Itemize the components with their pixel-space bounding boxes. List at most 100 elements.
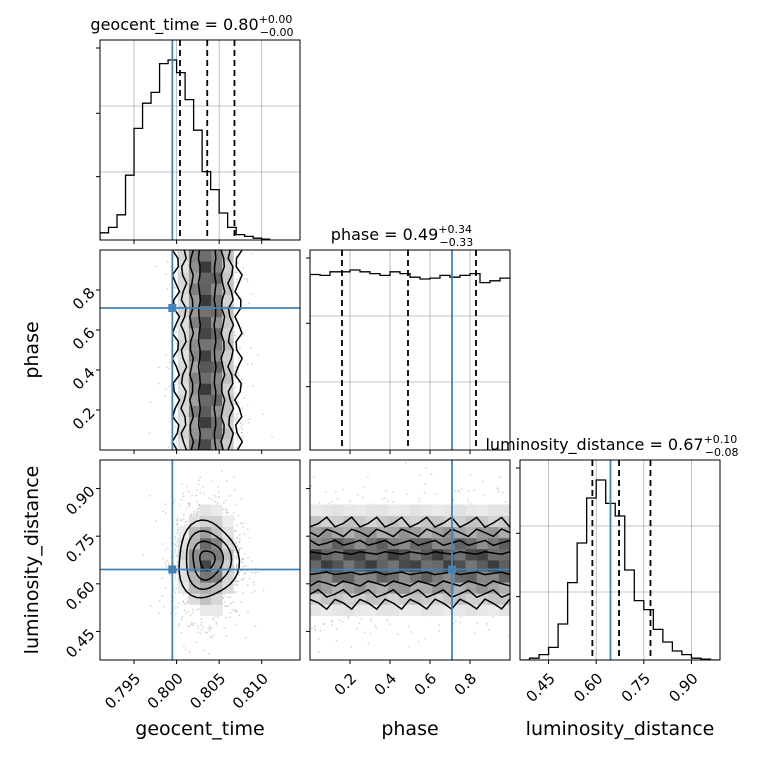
scatter-point <box>184 612 187 615</box>
density-cell <box>211 593 223 605</box>
density-cell <box>211 394 223 406</box>
density-cell <box>211 416 223 429</box>
density-cells <box>177 250 234 450</box>
density-cell <box>200 582 212 594</box>
scatter-point <box>182 518 185 521</box>
density-cell <box>310 515 322 528</box>
density-cell <box>410 560 422 572</box>
title-plus-error: +0.00 <box>259 13 293 26</box>
density-cell <box>410 582 422 594</box>
scatter-point <box>199 476 202 479</box>
density-cell <box>177 316 190 329</box>
scatter-point <box>406 493 408 496</box>
scatter-point <box>244 636 247 639</box>
scatter-point <box>180 498 183 501</box>
scatter-point <box>356 494 359 496</box>
scatter-point <box>217 616 219 618</box>
scatter-point <box>331 623 333 626</box>
density-cell <box>188 416 201 429</box>
density-cell <box>211 582 223 594</box>
contour-line <box>310 528 510 538</box>
density-cell <box>476 560 489 572</box>
density-cell <box>476 604 489 616</box>
scatter-point <box>235 366 237 369</box>
x-tick-label: 0.805 <box>186 670 229 713</box>
truth-marker <box>448 565 456 574</box>
scatter-point <box>242 565 245 568</box>
scatter-point <box>230 602 232 605</box>
density-cell <box>321 515 333 528</box>
density-cell <box>487 571 500 583</box>
scatter-point <box>161 595 163 597</box>
density-cell <box>200 560 212 572</box>
scatter-point <box>323 622 326 625</box>
scatter-point <box>176 531 179 534</box>
scatter-point <box>238 357 240 360</box>
scatter-point <box>224 508 227 511</box>
density-cell <box>200 361 212 373</box>
scatter-point <box>161 577 164 580</box>
density-cell <box>177 250 190 262</box>
scatter-point <box>167 562 170 565</box>
scatter-point <box>254 624 257 627</box>
scatter-point <box>183 609 186 612</box>
scatter-point <box>242 592 245 594</box>
scatter-point <box>386 500 389 503</box>
scatter-point <box>176 317 179 320</box>
histogram-phase <box>310 269 510 450</box>
scatter-point <box>198 479 201 482</box>
scatter-point <box>229 611 232 614</box>
scatter-point <box>330 501 333 503</box>
scatter-point <box>234 419 237 422</box>
scatter-point <box>165 564 167 567</box>
scatter-point <box>243 577 246 579</box>
scatter-point <box>187 597 190 599</box>
scatter-point <box>162 557 165 560</box>
density-cell <box>376 582 389 594</box>
scatter-point <box>165 566 168 569</box>
scatter-point <box>225 509 228 512</box>
scatter-point <box>358 622 361 625</box>
scatter-point <box>235 566 238 568</box>
scatter-point <box>247 302 250 305</box>
scatter-point <box>241 428 243 430</box>
scatter-point <box>165 512 167 514</box>
scatter-point <box>198 510 200 513</box>
scatter-point <box>392 491 395 493</box>
scatter-point <box>235 446 238 449</box>
scatter-point <box>247 556 250 559</box>
scatter-point <box>405 461 407 464</box>
scatter-point <box>430 473 433 475</box>
scatter-point <box>192 512 195 515</box>
scatter-point <box>476 622 479 625</box>
density-cell <box>332 537 344 550</box>
scatter-point <box>192 608 194 611</box>
scatter-point <box>237 381 240 384</box>
scatter-point <box>182 600 184 603</box>
density-cell <box>188 372 201 384</box>
density-cell <box>487 504 500 516</box>
density-cell <box>465 604 478 616</box>
scatter-point <box>195 511 198 514</box>
density-cell <box>432 604 444 616</box>
scatter-point <box>181 519 183 522</box>
density-cell <box>211 361 223 373</box>
density-cell <box>410 593 422 605</box>
scatter-point <box>238 547 241 550</box>
density-cell <box>177 571 190 583</box>
scatter-point <box>386 619 389 622</box>
density-cell <box>432 571 444 583</box>
scatter-point <box>488 628 490 631</box>
density-cell <box>200 316 212 329</box>
density-cell <box>222 294 234 306</box>
scatter-point <box>313 625 316 628</box>
density-cell <box>177 427 190 440</box>
density-cell <box>387 604 400 616</box>
scatter-point <box>175 578 177 580</box>
title-value: luminosity_distance = 0.67 <box>485 435 703 455</box>
density-cell <box>498 582 510 594</box>
density-cell <box>343 593 355 605</box>
scatter-point <box>193 510 196 513</box>
density-cell <box>321 504 333 516</box>
density-cell <box>177 416 190 429</box>
